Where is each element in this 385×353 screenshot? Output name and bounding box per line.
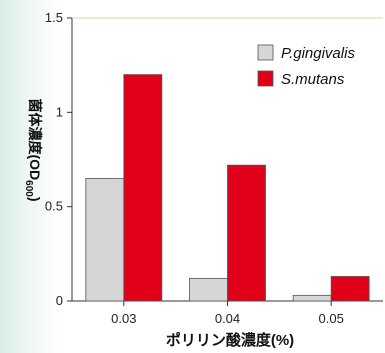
x-tick-label: 0.03 [111, 311, 136, 326]
y-axis-ticks: 0 0.5 1 1.5 [45, 10, 72, 308]
legend-label: S.mutans [281, 71, 345, 88]
bars [85, 74, 370, 302]
x-axis-ticks: 0.03 0.04 0.05 [111, 301, 344, 326]
legend-swatch [257, 70, 274, 87]
bar-s-mutans [227, 164, 266, 302]
y-tick-label: 1.5 [45, 10, 63, 25]
svg-text:菌体濃度(OD600): 菌体濃度(OD600) [23, 98, 43, 201]
y-axis-label-paren-close: ) [27, 197, 43, 202]
y-axis-label-main: 菌体濃度 [27, 98, 43, 155]
y-axis-label-od: OD [27, 159, 43, 180]
bar-p-gingivalis [189, 277, 228, 302]
legend-swatch [257, 44, 274, 61]
bar-p-gingivalis [85, 177, 125, 302]
bar-p-gingivalis [292, 294, 332, 302]
bar-s-mutans [123, 74, 163, 302]
bar-s-mutans [330, 276, 370, 302]
legend-label: P.gingivalis [281, 45, 355, 62]
x-tick-label: 0.05 [319, 311, 344, 326]
x-axis-label: ポリリン酸濃度(%) [166, 331, 294, 349]
y-axis-label-subscript: 600 [23, 180, 34, 197]
y-tick-label: 0 [56, 293, 63, 308]
y-axis-label: 菌体濃度(OD600) [23, 98, 43, 201]
legend: P.gingivalis S.mutans [257, 44, 355, 88]
y-axis-label-paren-open: ( [27, 154, 43, 159]
y-tick-label: 0.5 [45, 199, 63, 214]
y-tick-label: 1 [56, 104, 63, 119]
x-tick-label: 0.04 [215, 311, 240, 326]
